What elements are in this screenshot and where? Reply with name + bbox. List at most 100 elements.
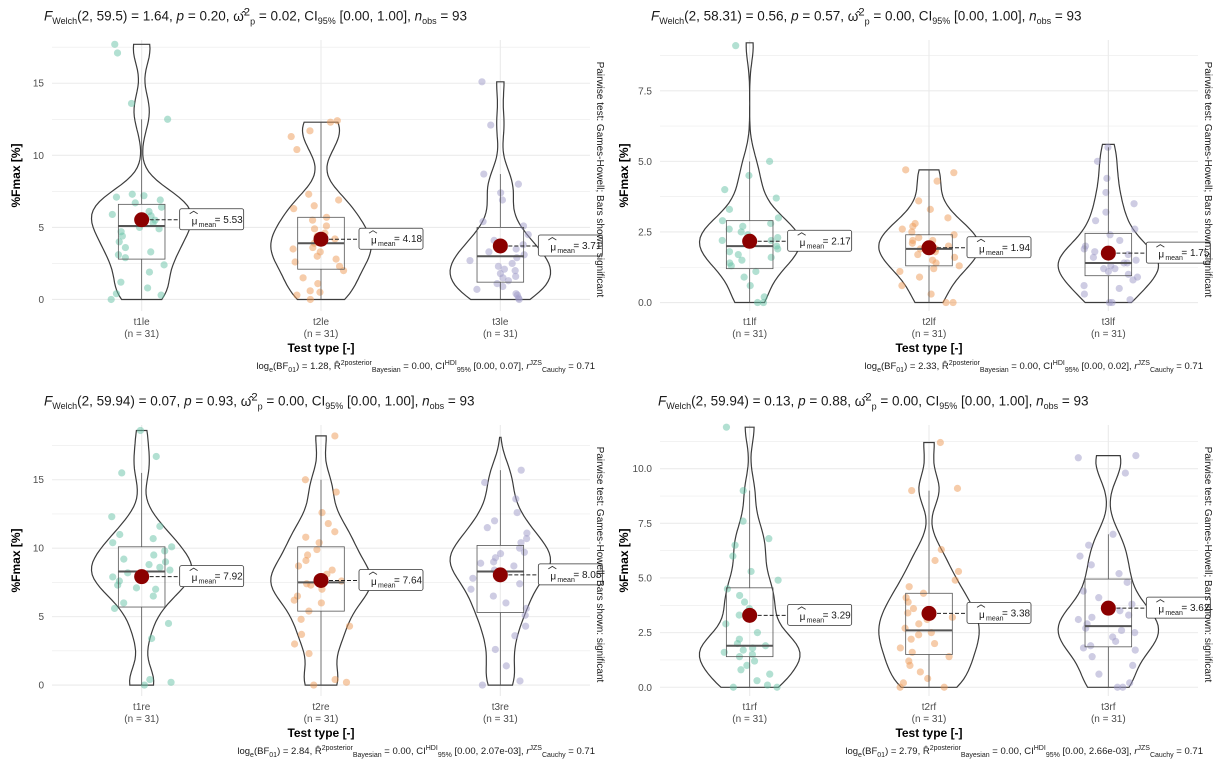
data-point (940, 683, 948, 691)
data-point (332, 488, 340, 496)
y-tick-label: 2.5 (638, 628, 652, 639)
data-point (1104, 143, 1112, 151)
mean-subscript: mean (199, 579, 217, 586)
data-point (1088, 613, 1096, 621)
data-point (513, 254, 521, 262)
data-point (107, 295, 115, 304)
x-tick-label: t3rf (1101, 702, 1116, 713)
data-point (1126, 679, 1134, 687)
data-point (520, 548, 528, 556)
data-point (738, 256, 746, 264)
x-axis-title: Test type [-] (287, 341, 354, 355)
mean-hat (189, 567, 198, 571)
data-point (331, 675, 339, 684)
data-point (915, 234, 923, 242)
mean-label-box (787, 229, 853, 252)
data-point (521, 611, 529, 619)
y-tick-label: 2.5 (638, 227, 652, 238)
box (1084, 578, 1133, 648)
data-point (1080, 290, 1089, 298)
mean-point (742, 607, 758, 623)
data-point (473, 285, 481, 293)
data-point (145, 561, 153, 569)
mean-hat (368, 571, 378, 575)
data-point (345, 622, 354, 630)
data-point (732, 42, 740, 50)
data-point (512, 245, 520, 253)
data-point (736, 591, 744, 600)
data-point (718, 236, 726, 245)
violin-t3re (449, 436, 552, 686)
data-point (478, 78, 486, 86)
data-point (164, 619, 173, 628)
data-point (322, 222, 331, 230)
data-point (331, 432, 339, 440)
data-point (110, 604, 119, 613)
data-point (290, 640, 299, 648)
data-point (739, 222, 747, 230)
data-point (287, 132, 295, 141)
data-point (1109, 633, 1117, 641)
data-point (120, 555, 128, 563)
box (1084, 232, 1133, 277)
data-point (112, 290, 121, 298)
data-point (1076, 552, 1084, 560)
data-point (1109, 530, 1117, 538)
data-point (109, 539, 117, 547)
data-point (1081, 242, 1090, 250)
data-point (734, 250, 742, 259)
data-point (774, 234, 782, 242)
data-point (930, 265, 938, 273)
data-point (491, 645, 499, 654)
y-tick-label: 5.0 (638, 573, 652, 584)
data-point (112, 193, 121, 201)
data-point (303, 580, 311, 588)
mean-point (134, 212, 150, 228)
data-point (120, 599, 128, 607)
data-point (308, 216, 317, 224)
x-tick-label: t1rf (742, 702, 757, 713)
data-point (148, 634, 156, 643)
data-point (725, 248, 734, 256)
data-point (1108, 298, 1116, 307)
mean-value-label: = 3.71 (573, 241, 602, 252)
mean-subscript: mean (807, 243, 825, 250)
x-tick-n-label: (n = 31) (912, 714, 947, 725)
data-point (128, 190, 136, 198)
data-point (1123, 578, 1131, 586)
data-point (723, 585, 731, 593)
data-point (1124, 250, 1132, 259)
data-point (1129, 661, 1137, 670)
y-tick-label: 15 (33, 475, 45, 486)
data-point (512, 290, 520, 298)
data-point (1111, 265, 1119, 273)
x-tick-n-label: (n = 31) (124, 329, 159, 340)
mean-point (134, 569, 150, 585)
mean-subscript: mean (1165, 255, 1183, 262)
data-point (146, 675, 154, 684)
data-point (909, 604, 918, 613)
data-point (331, 528, 339, 536)
pairwise-test-label: Pairwise test: Games-Howell; Bars shown:… (1202, 62, 1213, 298)
y-tick-label: 10.0 (633, 464, 653, 475)
x-tick-label: t2le (313, 317, 330, 328)
box (725, 587, 774, 658)
data-point (721, 186, 729, 194)
data-point (747, 567, 755, 576)
data-point (150, 551, 158, 559)
x-tick-n-label: (n = 31) (304, 329, 339, 340)
data-point (481, 478, 489, 487)
data-point (926, 205, 934, 213)
data-point (116, 530, 124, 539)
data-point (1124, 270, 1132, 278)
data-point (1087, 642, 1095, 650)
mean-label-box (537, 234, 603, 257)
data-point (145, 268, 154, 276)
data-point (1126, 296, 1134, 304)
data-point (954, 567, 963, 576)
y-tick-label: 10 (33, 151, 45, 162)
data-point (914, 250, 922, 259)
data-point (523, 529, 531, 537)
mean-hat (368, 230, 378, 234)
